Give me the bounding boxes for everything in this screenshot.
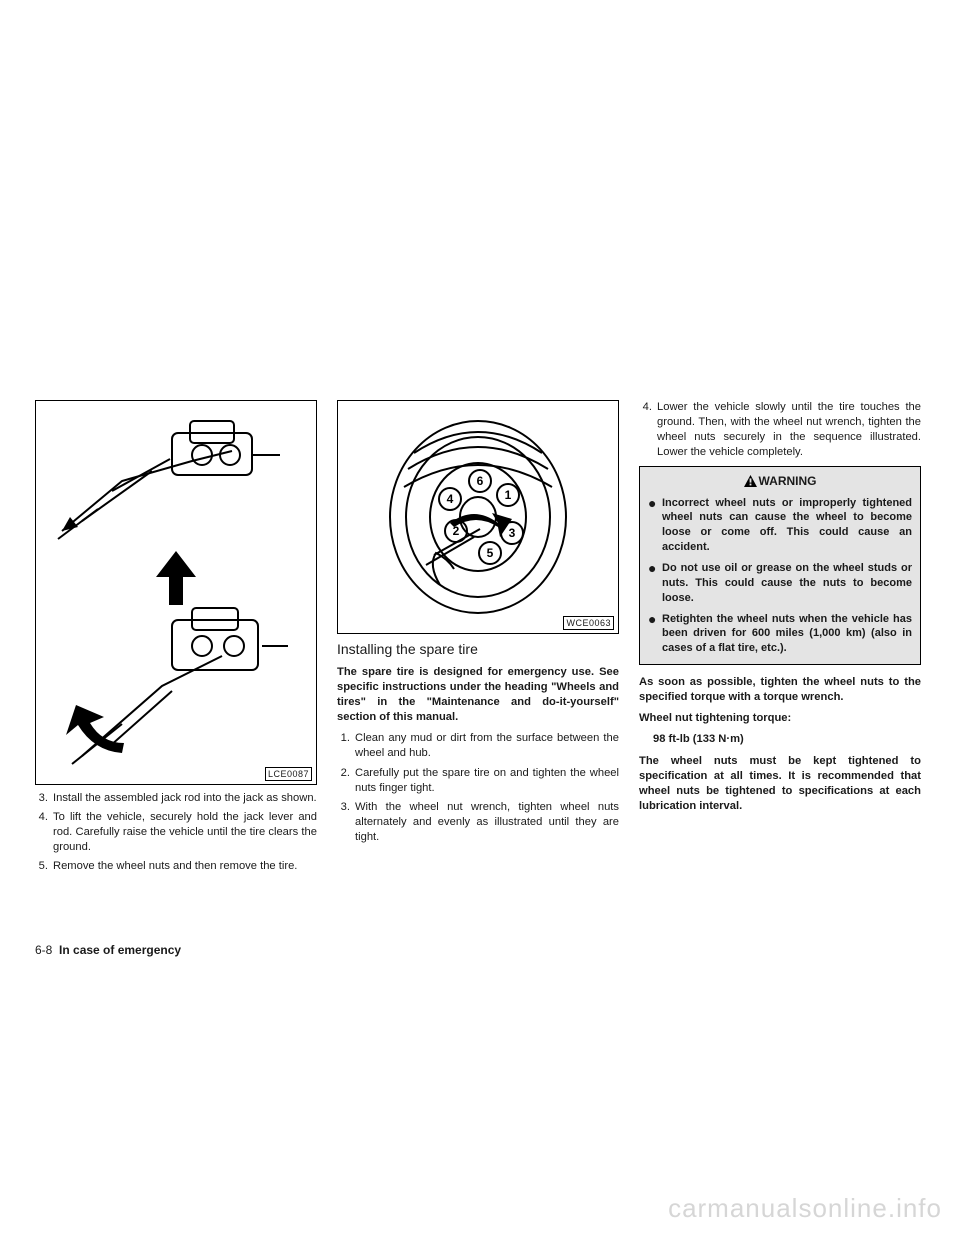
svg-text:3: 3 [509, 526, 516, 540]
col1-steps: 3.Install the assembled jack rod into th… [35, 791, 317, 875]
svg-text:2: 2 [453, 524, 460, 538]
warning-icon [744, 475, 757, 491]
intro-paragraph: The spare tire is designed for emergency… [337, 665, 619, 725]
step-number: 4. [35, 810, 53, 855]
list-item: ●Do not use oil or grease on the wheel s… [648, 561, 912, 606]
list-item: 4.To lift the vehicle, securely hold the… [35, 810, 317, 855]
arrow-curve-icon [64, 701, 134, 761]
column-1: LCE0087 3.Install the assembled jack rod… [35, 400, 317, 960]
bullet-icon: ● [648, 612, 662, 657]
torque-instruction: As soon as possible, tighten the wheel n… [639, 675, 921, 705]
step-text: Install the assembled jack rod into the … [53, 791, 317, 806]
watermark: carmanualsonline.info [668, 1193, 942, 1224]
column-3: 4.Lower the vehicle slowly until the tir… [639, 400, 921, 960]
list-item: ●Incorrect wheel nuts or improperly tigh… [648, 496, 912, 555]
page-content: LCE0087 3.Install the assembled jack rod… [35, 400, 925, 960]
bullet-icon: ● [648, 561, 662, 606]
step-number: 3. [35, 791, 53, 806]
list-item: 3.Install the assembled jack rod into th… [35, 791, 317, 806]
svg-text:6: 6 [477, 474, 484, 488]
step-number: 3. [337, 800, 355, 845]
list-item: 4.Lower the vehicle slowly until the tir… [639, 400, 921, 460]
list-item: ●Retighten the wheel nuts when the vehic… [648, 612, 912, 657]
column-2: 1 2 3 4 5 6 WCE0063 Installing the spare… [337, 400, 619, 960]
torque-label: Wheel nut tightening torque: [639, 711, 921, 726]
page-number: 6-8 [35, 943, 52, 957]
warning-text: Do not use oil or grease on the wheel st… [662, 561, 912, 606]
warning-title: WARNING [759, 474, 817, 488]
svg-text:4: 4 [447, 492, 454, 506]
tire-illustration: 1 2 3 4 5 6 [378, 415, 588, 625]
list-item: 5.Remove the wheel nuts and then remove … [35, 859, 317, 874]
step-text: Lower the vehicle slowly until the tire … [657, 400, 921, 460]
step-number: 4. [639, 400, 657, 460]
bullet-icon: ● [648, 496, 662, 555]
figure-tire: 1 2 3 4 5 6 WCE0063 [337, 400, 619, 634]
step-text: Remove the wheel nuts and then remove th… [53, 859, 317, 874]
page-footer: 6-8 In case of emergency [35, 943, 181, 957]
col3-step4: 4.Lower the vehicle slowly until the tir… [639, 400, 921, 460]
warning-list: ●Incorrect wheel nuts or improperly tigh… [648, 496, 912, 656]
col2-steps: 1.Clean any mud or dirt from the surface… [337, 731, 619, 845]
figure-code: LCE0087 [265, 767, 312, 781]
svg-text:1: 1 [505, 488, 512, 502]
warning-heading: WARNING [648, 473, 912, 491]
figure-jack: LCE0087 [35, 400, 317, 785]
step-text: Carefully put the spare tire on and tigh… [355, 766, 619, 796]
figure-code: WCE0063 [563, 616, 614, 630]
torque-note: The wheel nuts must be kept tightened to… [639, 754, 921, 814]
step-number: 2. [337, 766, 355, 796]
list-item: 1.Clean any mud or dirt from the surface… [337, 731, 619, 761]
step-text: With the wheel nut wrench, tighten wheel… [355, 800, 619, 845]
step-text: Clean any mud or dirt from the surface b… [355, 731, 619, 761]
step-number: 1. [337, 731, 355, 761]
step-text: To lift the vehicle, securely hold the j… [53, 810, 317, 855]
warning-box: WARNING ●Incorrect wheel nuts or imprope… [639, 466, 921, 665]
jack-top-illustration [52, 411, 302, 561]
step-number: 5. [35, 859, 53, 874]
svg-text:5: 5 [487, 546, 494, 560]
section-title: In case of emergency [59, 943, 181, 957]
list-item: 2.Carefully put the spare tire on and ti… [337, 766, 619, 796]
section-heading: Installing the spare tire [337, 640, 619, 659]
list-item: 3.With the wheel nut wrench, tighten whe… [337, 800, 619, 845]
torque-value: 98 ft-lb (133 N·m) [639, 732, 921, 747]
warning-text: Retighten the wheel nuts when the vehicl… [662, 612, 912, 657]
warning-text: Incorrect wheel nuts or improperly tight… [662, 496, 912, 555]
